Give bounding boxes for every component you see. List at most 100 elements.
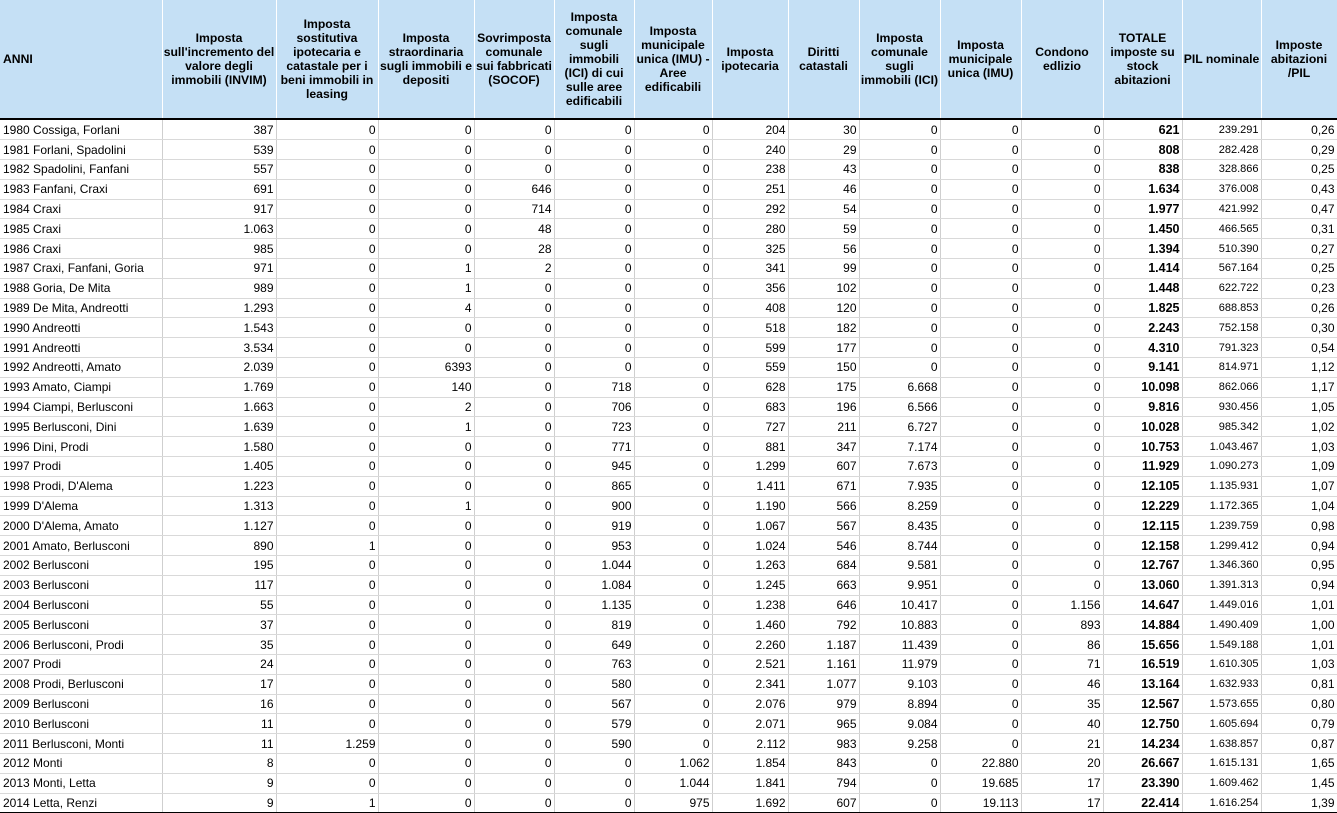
table-cell[interactable]: 2.039 (162, 357, 277, 378)
total-cell[interactable]: 12.750 (1103, 713, 1183, 735)
table-cell[interactable]: 0 (1021, 575, 1104, 596)
table-cell[interactable]: 40 (1021, 713, 1104, 735)
table-cell[interactable]: 341 (712, 258, 789, 279)
table-cell[interactable]: 1.084 (554, 575, 635, 596)
table-cell[interactable]: 0 (634, 377, 713, 398)
table-cell[interactable]: 1.449.016 (1182, 595, 1262, 616)
table-cell[interactable]: 17 (1021, 793, 1104, 813)
table-cell[interactable]: 752.158 (1182, 317, 1262, 339)
table-cell[interactable]: 2 (474, 258, 555, 279)
table-cell[interactable]: 0 (634, 595, 713, 616)
table-cell[interactable]: 0 (634, 654, 713, 675)
table-cell[interactable]: 1.223 (162, 476, 277, 497)
table-cell[interactable]: 20 (1021, 753, 1104, 774)
table-cell[interactable]: 0 (554, 773, 635, 794)
year-government-cell[interactable]: 1986 Craxi (0, 238, 163, 260)
table-cell[interactable]: 280 (712, 218, 789, 240)
table-cell[interactable]: 953 (554, 535, 635, 557)
year-government-cell[interactable]: 2013 Monti, Letta (0, 773, 163, 794)
table-cell[interactable]: 0 (634, 535, 713, 557)
table-cell[interactable]: 0 (474, 575, 555, 596)
table-cell[interactable]: 0 (859, 317, 941, 339)
table-cell[interactable]: 1 (378, 258, 475, 279)
table-cell[interactable]: 29 (788, 139, 860, 161)
table-cell[interactable]: 21 (1021, 733, 1104, 754)
table-cell[interactable]: 11.979 (859, 654, 941, 675)
table-cell[interactable]: 0,23 (1261, 278, 1337, 299)
table-cell[interactable]: 19.685 (940, 773, 1022, 794)
table-cell[interactable]: 1.632.933 (1182, 674, 1262, 695)
table-cell[interactable]: 328.866 (1182, 159, 1262, 180)
table-cell[interactable]: 0 (554, 357, 635, 378)
table-cell[interactable]: 37 (162, 614, 277, 636)
table-cell[interactable]: 0 (378, 476, 475, 497)
table-cell[interactable]: 0 (378, 535, 475, 557)
table-cell[interactable]: 1,17 (1261, 377, 1337, 398)
table-cell[interactable]: 0 (276, 614, 379, 636)
year-government-cell[interactable]: 1988 Goria, De Mita (0, 278, 163, 299)
table-cell[interactable]: 0 (634, 238, 713, 260)
table-cell[interactable]: 240 (712, 139, 789, 161)
table-cell[interactable]: 0 (940, 139, 1022, 161)
table-cell[interactable]: 1,03 (1261, 436, 1337, 458)
total-cell[interactable]: 838 (1103, 159, 1183, 180)
table-cell[interactable]: 0 (474, 496, 555, 517)
header-cell[interactable]: TOTALE imposte su stock abitazioni (1103, 0, 1183, 118)
table-cell[interactable]: 8.744 (859, 535, 941, 557)
table-cell[interactable]: 0 (1021, 436, 1104, 458)
table-cell[interactable]: 1.190 (712, 496, 789, 517)
table-cell[interactable]: 1.692 (712, 793, 789, 813)
table-cell[interactable]: 900 (554, 496, 635, 517)
table-cell[interactable]: 1.573.655 (1182, 694, 1262, 715)
table-cell[interactable]: 0 (1021, 218, 1104, 240)
year-government-cell[interactable]: 2000 D'Alema, Amato (0, 515, 163, 537)
table-cell[interactable]: 0 (634, 575, 713, 596)
table-cell[interactable]: 0 (634, 614, 713, 636)
table-cell[interactable]: 19.113 (940, 793, 1022, 813)
table-cell[interactable]: 945 (554, 456, 635, 477)
table-cell[interactable]: 0 (276, 654, 379, 675)
table-cell[interactable]: 0 (634, 317, 713, 339)
table-cell[interactable]: 0 (378, 654, 475, 675)
total-cell[interactable]: 4.310 (1103, 337, 1183, 359)
table-cell[interactable]: 975 (634, 793, 713, 813)
table-cell[interactable]: 0 (940, 238, 1022, 260)
table-cell[interactable]: 22.880 (940, 753, 1022, 774)
table-cell[interactable]: 0 (634, 476, 713, 497)
table-cell[interactable]: 0 (276, 397, 379, 418)
table-cell[interactable]: 1.263 (712, 555, 789, 576)
table-cell[interactable]: 8.894 (859, 694, 941, 715)
table-cell[interactable]: 11 (162, 733, 277, 754)
table-cell[interactable]: 3.534 (162, 337, 277, 359)
table-cell[interactable]: 0 (940, 595, 1022, 616)
table-cell[interactable]: 0 (634, 337, 713, 359)
table-cell[interactable]: 35 (162, 634, 277, 656)
table-cell[interactable]: 1.043.467 (1182, 436, 1262, 458)
table-cell[interactable]: 0 (276, 476, 379, 497)
table-cell[interactable]: 0 (1021, 298, 1104, 319)
table-cell[interactable]: 376.008 (1182, 179, 1262, 200)
table-cell[interactable]: 0 (940, 317, 1022, 339)
table-cell[interactable]: 0 (474, 139, 555, 161)
table-cell[interactable]: 1,39 (1261, 793, 1337, 813)
table-cell[interactable]: 0 (940, 614, 1022, 636)
table-cell[interactable]: 7.935 (859, 476, 941, 497)
table-cell[interactable]: 814.971 (1182, 357, 1262, 378)
table-cell[interactable]: 1.549.188 (1182, 634, 1262, 656)
table-cell[interactable]: 251 (712, 179, 789, 200)
table-cell[interactable]: 714 (474, 199, 555, 220)
total-cell[interactable]: 12.158 (1103, 535, 1183, 557)
year-government-cell[interactable]: 1983 Fanfani, Craxi (0, 179, 163, 200)
table-cell[interactable]: 54 (788, 199, 860, 220)
table-cell[interactable]: 0 (474, 753, 555, 774)
table-cell[interactable]: 1.044 (554, 555, 635, 576)
table-cell[interactable]: 1,04 (1261, 496, 1337, 517)
table-cell[interactable]: 0 (276, 179, 379, 200)
table-cell[interactable]: 1 (378, 416, 475, 438)
table-cell[interactable]: 0 (940, 159, 1022, 180)
table-cell[interactable]: 0 (276, 258, 379, 279)
table-cell[interactable]: 557 (162, 159, 277, 180)
table-cell[interactable]: 862.066 (1182, 377, 1262, 398)
table-cell[interactable]: 671 (788, 476, 860, 497)
table-cell[interactable]: 8.259 (859, 496, 941, 517)
